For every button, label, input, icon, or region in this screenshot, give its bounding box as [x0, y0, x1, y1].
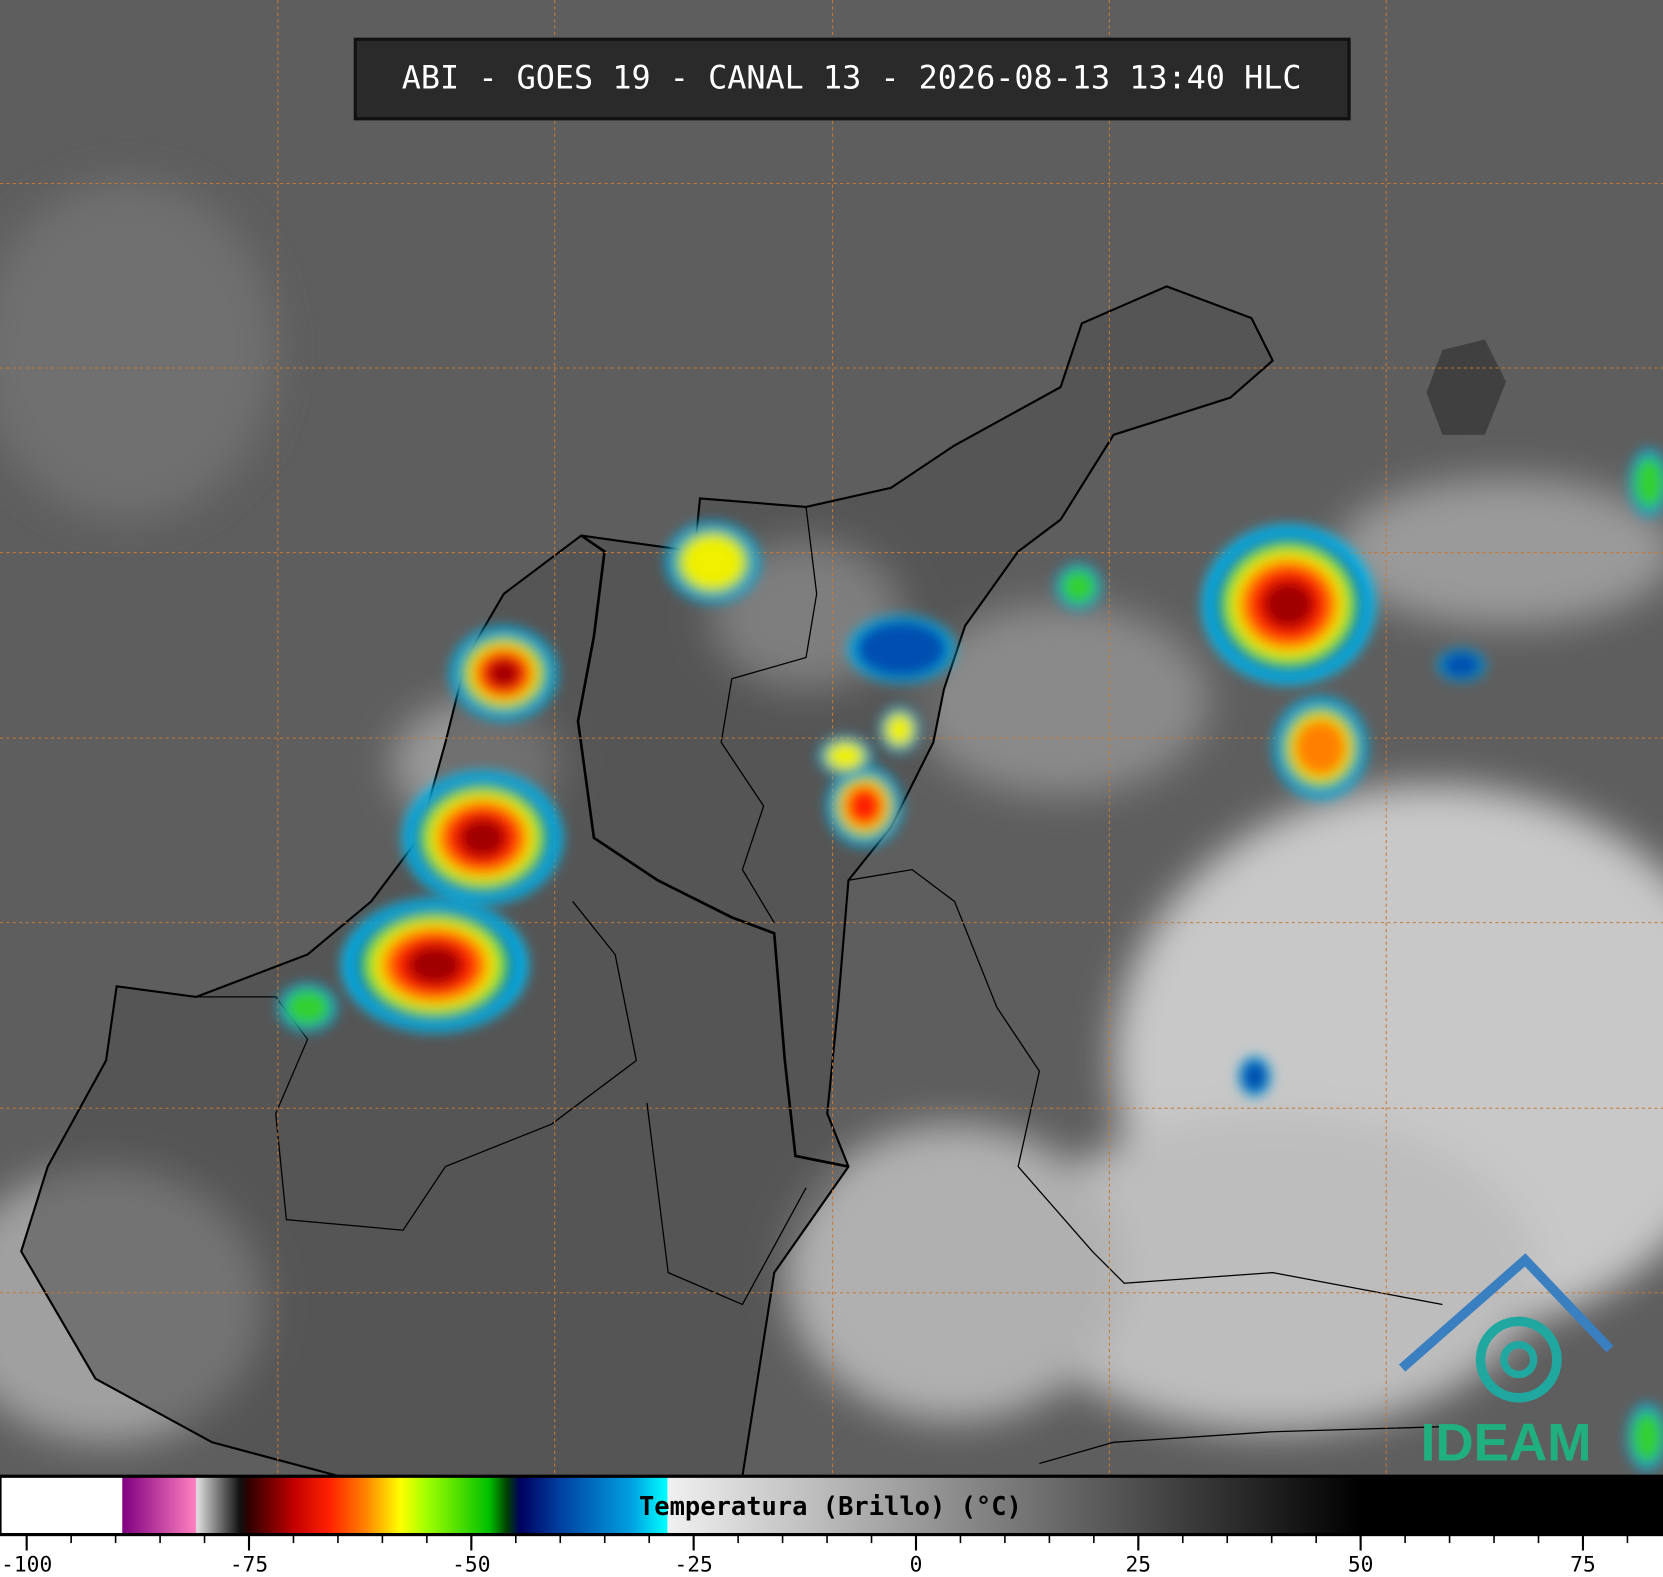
storm — [403, 771, 563, 905]
storm — [1437, 649, 1486, 681]
storm — [1202, 524, 1375, 685]
tick-label: 25 — [1126, 1552, 1152, 1577]
logo: IDEAM — [1398, 1253, 1614, 1473]
storm — [1629, 449, 1663, 516]
colorbar: Temperatura (Brillo) (°C) -100 -75 -50 -25 0… — [0, 1474, 1663, 1577]
storm — [342, 898, 528, 1032]
storm — [879, 707, 920, 753]
colorbar-scale — [0, 1474, 1663, 1537]
title-box: ABI - GOES 19 - CANAL 13 - 2026-08-13 13… — [353, 37, 1351, 121]
colorbar-label: Temperatura (Brillo) (°C) — [639, 1492, 1022, 1522]
storm — [1238, 1056, 1271, 1097]
storm — [1274, 697, 1367, 799]
tick-label: -25 — [675, 1552, 713, 1577]
logo-text: IDEAM — [1421, 1414, 1592, 1473]
storm — [827, 766, 902, 846]
tick-label: -100 — [1, 1552, 52, 1577]
tick-label: -50 — [452, 1552, 490, 1577]
storm — [450, 627, 557, 720]
storm — [848, 615, 955, 683]
land — [20, 285, 1507, 1478]
title: ABI - GOES 19 - CANAL 13 - 2026-08-13 13… — [402, 59, 1302, 97]
tick-label: 75 — [1570, 1552, 1596, 1577]
storm — [278, 983, 337, 1032]
convective-storms — [278, 449, 1663, 1471]
storm — [666, 522, 760, 602]
tick-label: 50 — [1348, 1552, 1374, 1577]
storm — [1056, 563, 1102, 610]
tick-label: -75 — [230, 1552, 268, 1577]
graticule — [0, 0, 1663, 1477]
storm — [1627, 1403, 1663, 1471]
tick-label: 0 — [910, 1552, 923, 1577]
storm — [818, 736, 872, 777]
